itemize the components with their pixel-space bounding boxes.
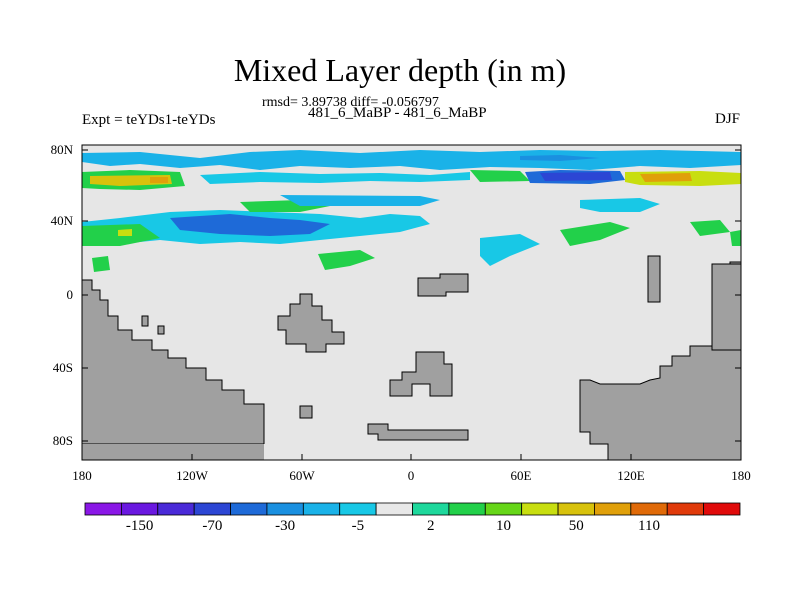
colorbar-swatch-10 [448, 502, 486, 516]
anomaly-contours [82, 150, 741, 272]
comparison-text: 481_6_MaBP - 481_6_MaBP [308, 105, 487, 121]
land-antarctic-ridge [264, 444, 608, 460]
anomaly-patch-orange-60n-east [640, 173, 692, 182]
colorbar-swatch-12 [521, 502, 559, 516]
colorbar-label: -70 [202, 518, 223, 534]
anomaly-patch-darkblue-60n-east [540, 172, 612, 181]
y-tick-40n: 40N [50, 213, 73, 228]
x-tick-120w: 120W [176, 468, 208, 483]
colorbar-swatch-13 [557, 502, 595, 516]
anomaly-patch-green-30n-dateline [730, 230, 741, 246]
x-tick-120e: 120E [617, 468, 645, 483]
anomaly-patch-blue-40n [170, 214, 330, 236]
land-block-south-ridge [367, 423, 469, 441]
x-tick-60w: 60W [289, 468, 315, 483]
colorbar-swatch-3 [193, 502, 231, 516]
anomaly-patch-orange-60n [150, 177, 168, 183]
x-tick-180w: 180 [72, 468, 92, 483]
colorbar-swatch-6 [302, 502, 341, 516]
land-block-small-pacific-2 [157, 325, 165, 335]
anomaly-patch-cyan-45n-east [580, 198, 660, 212]
land-block-central-south [389, 351, 453, 397]
anomaly-patch-cyan-50n [280, 195, 440, 206]
experiment-label: Expt = teYDs1-teYDs [82, 112, 216, 128]
colorbar-swatch-17 [703, 502, 741, 516]
colorbar-label: -150 [125, 518, 154, 534]
y-tick-40s: 40S [52, 360, 73, 375]
colorbar-label: 110 [638, 518, 660, 534]
colorbar-swatch-5 [266, 502, 304, 516]
land-block-east-20n [647, 255, 661, 303]
land-south-america [82, 279, 265, 445]
colorbar-swatch-1 [120, 502, 159, 516]
y-tick-80s: 80S [52, 433, 73, 448]
colorbar-swatch-16 [666, 502, 705, 516]
colorbar-label: 10 [496, 518, 511, 534]
colorbar-swatch-14 [594, 502, 632, 516]
colorbar-swatch-0 [84, 502, 122, 516]
y-tick-0: 0 [66, 287, 74, 302]
anomaly-patch-cyan-35n-east [480, 234, 540, 266]
colorbar-swatch-7 [339, 502, 377, 516]
colorbar-label: -30 [275, 518, 296, 534]
anomaly-patch-green-35n-far-east [690, 220, 730, 236]
colorbar-swatch-8 [375, 502, 413, 516]
x-tick-60e: 60E [510, 468, 532, 483]
colorbar-label: 2 [426, 518, 435, 534]
anomaly-patch-yellow-40n [118, 229, 132, 236]
colorbar-swatch-11 [484, 502, 523, 516]
colorbar-label: -5 [351, 518, 365, 534]
anomaly-patch-green-60n-mid [470, 170, 530, 182]
land-block-small-sw [299, 405, 313, 419]
y-tick-80n: 80N [50, 142, 73, 157]
anomaly-patch-cyan-60n-mid [200, 172, 470, 184]
stats-text: rmsd= 3.89738 diff= -0.056797 [262, 95, 439, 110]
land-block-east-0 [711, 263, 741, 351]
colorbar-swatch-9 [412, 502, 450, 516]
plot-title: Mixed Layer depth (in m) [233, 52, 567, 88]
x-tick-180e: 180 [731, 468, 751, 483]
anomaly-patch-green-35n-east [560, 222, 630, 246]
colorbar-swatch-15 [630, 502, 668, 516]
land-block-small-pacific-1 [141, 315, 149, 327]
land-block-west-mid [277, 293, 345, 353]
x-tick-0: 0 [407, 468, 415, 483]
anomaly-patch-green-20n-west [92, 256, 110, 272]
colorbar-label: 50 [568, 518, 584, 534]
land-block-equator [417, 273, 469, 297]
colorbar-swatch-2 [157, 502, 195, 516]
anomaly-patch-green-30n [318, 250, 375, 270]
colorbar-swatch-4 [230, 502, 268, 516]
land-antarctica [82, 444, 264, 460]
land-mask [82, 255, 741, 460]
season-label: DJF [714, 111, 740, 127]
colorbar [84, 502, 741, 516]
axis-ticks [81, 149, 742, 460]
anomaly-patch-cyan-north [82, 150, 741, 170]
anomaly-patch-blue-north [520, 155, 600, 161]
